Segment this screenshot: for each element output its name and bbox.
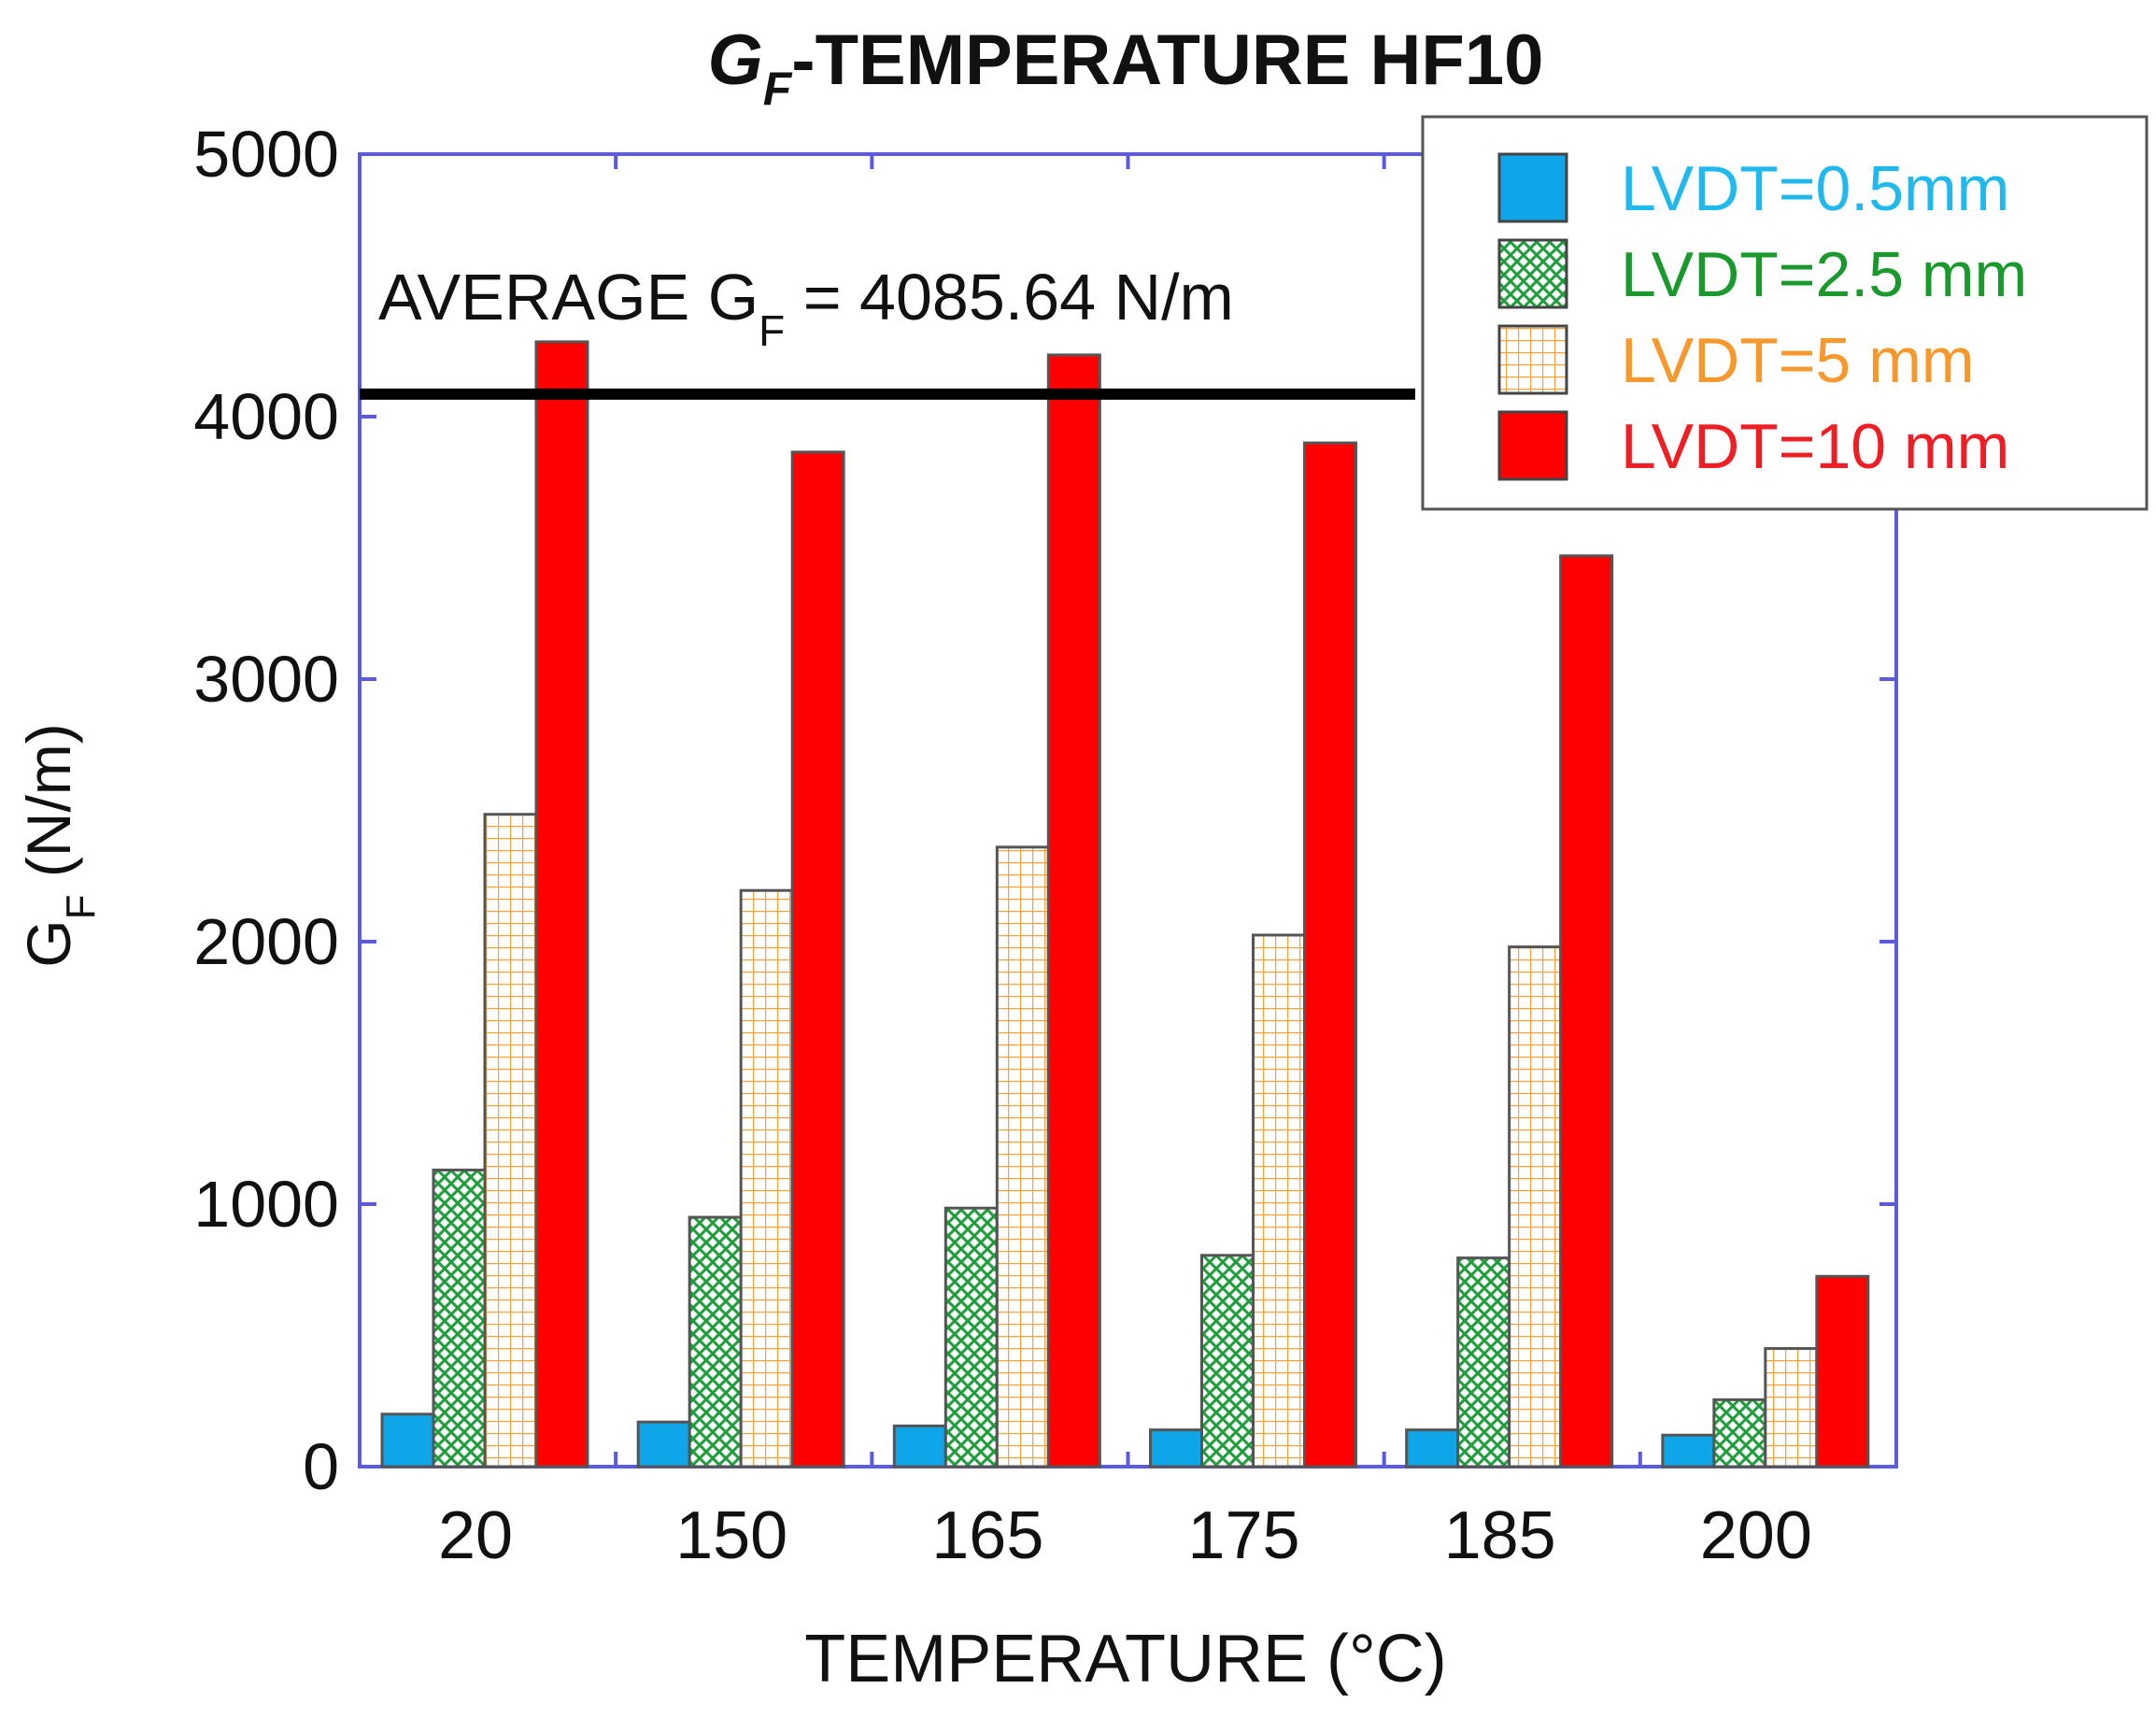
average-label-prefix: AVERAGE G: [378, 261, 759, 333]
y-tick-label: 0: [303, 1430, 339, 1503]
bar: [892, 1424, 947, 1469]
y-tick-label: 2000: [193, 905, 339, 978]
legend-swatch: [1497, 238, 1568, 309]
y-tick-label: 3000: [193, 643, 339, 716]
average-label-suffix: = 4085.64 N/m: [785, 261, 1234, 333]
bar: [739, 888, 794, 1469]
bar: [790, 450, 845, 1469]
bar: [483, 813, 538, 1469]
bar: [995, 845, 1050, 1469]
bar: [1405, 1428, 1460, 1469]
title-main: G: [708, 21, 763, 100]
bar: [1046, 353, 1101, 1469]
title-rest: -TEMPERATURE HF10: [791, 21, 1543, 100]
bar: [534, 340, 589, 1469]
y-tick-label: 4000: [193, 380, 339, 453]
bar: [1252, 933, 1306, 1469]
bar: [380, 1412, 435, 1469]
bar: [943, 1206, 999, 1469]
x-tick-label: 150: [675, 1498, 787, 1573]
bar: [1661, 1433, 1716, 1469]
legend-label: LVDT=5 mm: [1621, 325, 1974, 396]
bar: [1712, 1398, 1767, 1469]
bar: [1303, 441, 1357, 1469]
legend-swatch: [1497, 410, 1568, 481]
legend-label: LVDT=2.5 mm: [1621, 239, 2027, 310]
chart-title: GF-TEMPERATURE HF10: [708, 21, 1544, 115]
x-tick-label: 185: [1444, 1498, 1556, 1573]
x-tick-label: 165: [931, 1498, 1043, 1573]
y-tick-label: 5000: [193, 118, 339, 191]
bar: [1559, 554, 1614, 1469]
y-axis-label-rest: (N/m): [14, 723, 83, 894]
bar: [636, 1420, 691, 1469]
average-label-sub: F: [759, 306, 785, 355]
x-tick-label: 175: [1187, 1498, 1299, 1573]
legend-label: LVDT=10 mm: [1621, 411, 2009, 482]
x-axis: 20 150 165 175 185 200: [438, 154, 1812, 1573]
y-axis: 0 1000 2000 3000 4000 5000: [193, 118, 1896, 1503]
bar: [688, 1215, 743, 1469]
bar: [1149, 1428, 1203, 1469]
y-axis-label-sub: F: [58, 895, 104, 920]
y-axis-label-main: G: [14, 919, 83, 967]
bar: [1200, 1254, 1255, 1469]
y-tick-label: 1000: [193, 1168, 339, 1241]
x-axis-label: TEMPERATURE (°C): [804, 1622, 1446, 1696]
legend: LVDT=0.5mm LVDT=2.5 mm LVDT=5 mm LVDT=10 mm: [1421, 115, 2149, 511]
x-tick-label: 200: [1700, 1498, 1812, 1573]
bar: [1456, 1256, 1511, 1469]
bar: [1508, 945, 1563, 1469]
average-label: AVERAGE GF = 4085.64 N/m: [378, 261, 1234, 355]
legend-swatch: [1497, 152, 1568, 223]
bar: [1815, 1274, 1870, 1469]
x-tick-label: 20: [438, 1498, 513, 1573]
bar: [1764, 1347, 1819, 1469]
bars: [380, 340, 1870, 1469]
bar: [432, 1168, 487, 1469]
legend-label: LVDT=0.5mm: [1621, 153, 2009, 224]
legend-swatch: [1497, 324, 1568, 395]
title-sub: F: [763, 63, 793, 115]
y-axis-label: GF (N/m): [14, 723, 104, 968]
